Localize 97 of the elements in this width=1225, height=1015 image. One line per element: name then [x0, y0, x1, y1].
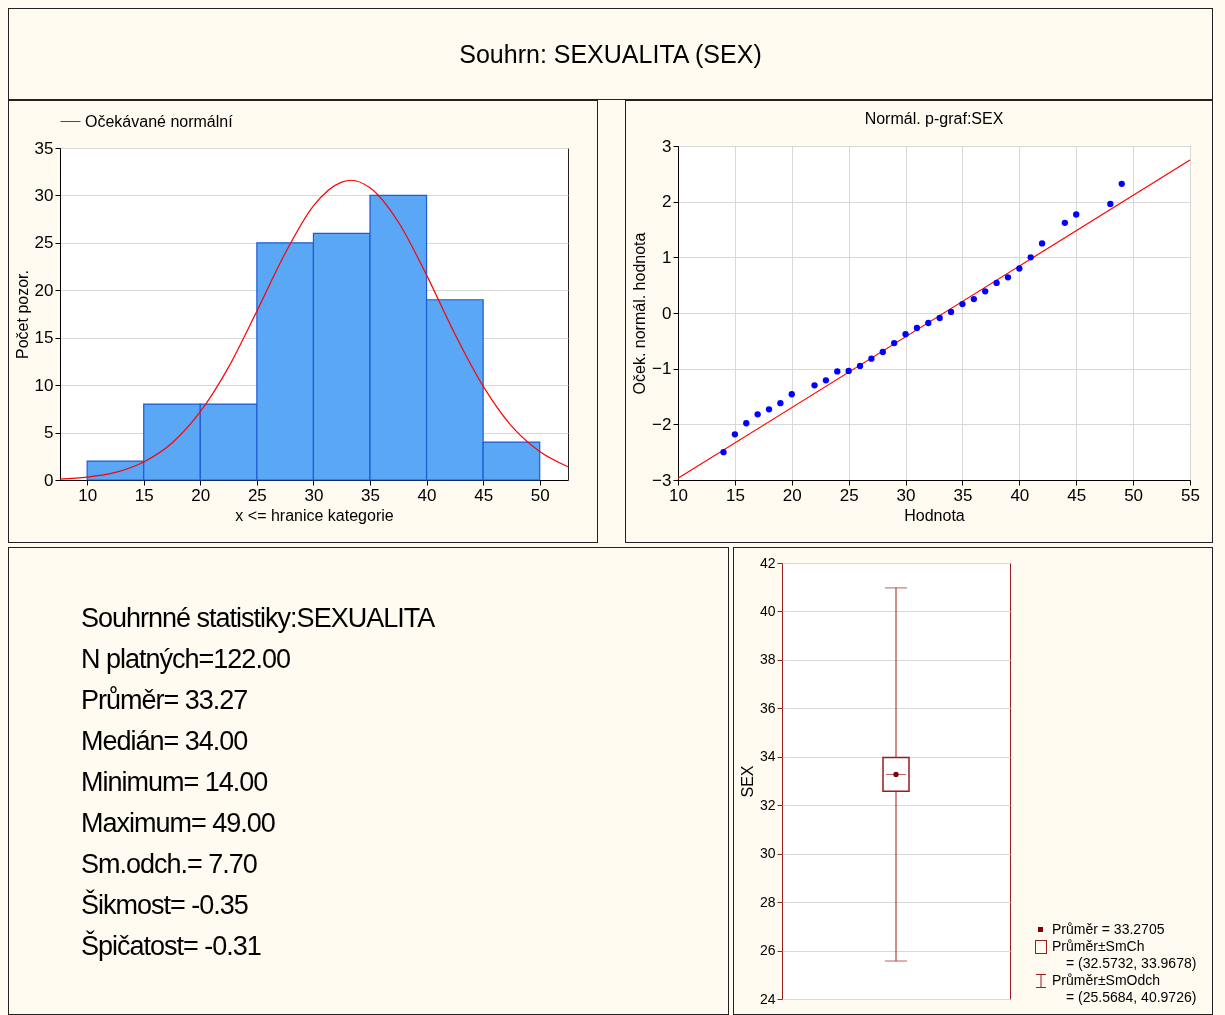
- y-tick-label: 42: [759, 554, 776, 571]
- text: Souhrnné statistiky:SEXUALITA: [81, 602, 436, 635]
- chart-title: Souhrn: SEXUALITA (SEX): [8, 8, 1213, 100]
- text: Průměr = 33.2705: [1052, 921, 1165, 938]
- point: [720, 449, 727, 456]
- point: [936, 314, 943, 322]
- point: [868, 355, 875, 362]
- text: Průměr±SmCh: [1052, 938, 1145, 955]
- x-tick-label: 10: [78, 485, 98, 505]
- y-axis-title: Oček. normál. hodnota: [631, 232, 649, 395]
- point: [925, 319, 932, 327]
- x-tick-label: 35: [361, 485, 380, 505]
- point: [811, 382, 818, 389]
- y-tick-label: 34: [759, 748, 776, 765]
- x-tick-label: 50: [530, 485, 550, 505]
- point: [856, 362, 864, 370]
- x-tick-label: 25: [247, 485, 267, 505]
- point: [1073, 211, 1080, 218]
- y-tick-label: 28: [759, 893, 776, 910]
- point: [993, 279, 1000, 287]
- x-tick-label: 15: [725, 485, 745, 505]
- point: [891, 339, 898, 347]
- x-axis-title: Hodnota: [904, 506, 965, 524]
- point: [1061, 219, 1069, 226]
- x-tick-label: 25: [839, 485, 859, 505]
- point: [754, 411, 761, 418]
- point: [1107, 200, 1114, 208]
- x-tick-label: 45: [1067, 485, 1087, 505]
- x-tick-label: 50: [1124, 485, 1144, 505]
- text: N platných=122.00: [81, 643, 291, 676]
- x-tick-label: 35: [953, 485, 973, 505]
- x-tick-label: 15: [134, 485, 154, 505]
- y-tick-label: 0: [44, 470, 54, 490]
- point: [1038, 240, 1046, 247]
- text: Průměr±SmOdch: [1052, 972, 1161, 989]
- chart-title: Normál. p-graf:SEX: [864, 110, 1004, 127]
- y-tick-label: −2: [652, 414, 672, 434]
- point: [822, 377, 830, 384]
- point: [788, 391, 795, 398]
- x-tick-label: 20: [191, 485, 211, 505]
- point: [731, 431, 739, 438]
- point: [834, 368, 841, 375]
- text: Minimum= 14.00: [81, 766, 269, 799]
- y-tick-label: 20: [34, 280, 54, 300]
- y-tick-label: 2: [662, 192, 672, 212]
- x-tick-label: 40: [417, 485, 437, 505]
- text: Špičatost= -0.31: [81, 929, 262, 963]
- text: Průměr= 33.27: [81, 684, 249, 717]
- point: [970, 295, 977, 303]
- y-tick-label: 32: [759, 796, 776, 813]
- y-tick-label: 40: [759, 602, 776, 619]
- text: = (32.5732, 33.9678): [1066, 955, 1197, 972]
- text: Sm.odch.= 7.70: [81, 848, 258, 881]
- x-tick-label: 30: [304, 485, 324, 505]
- point: [959, 300, 966, 308]
- y-tick-label: 26: [759, 942, 776, 959]
- y-tick-label: 10: [34, 375, 54, 395]
- x-tick-label: 30: [896, 485, 916, 505]
- point: [1004, 274, 1012, 281]
- x-tick-label: 45: [474, 485, 494, 505]
- point: [879, 348, 886, 356]
- point: [1118, 180, 1125, 188]
- x-tick-label: 20: [782, 485, 802, 505]
- point: [765, 406, 773, 413]
- y-tick-label: 0: [662, 303, 672, 323]
- x-axis-title: x <= hranice kategorie: [235, 506, 394, 524]
- y-tick-label: 1: [662, 247, 672, 267]
- point: [913, 324, 921, 332]
- y-tick-label: 15: [34, 328, 54, 348]
- point: [902, 331, 909, 338]
- x-tick-label: 40: [1010, 485, 1030, 505]
- y-tick-label: 5: [44, 423, 54, 443]
- point: [982, 288, 989, 295]
- y-tick-label: −1: [652, 359, 672, 379]
- point: [743, 420, 750, 427]
- y-tick-label: 24: [759, 990, 776, 1007]
- y-tick-label: 30: [34, 185, 54, 205]
- y-tick-label: 35: [34, 138, 54, 158]
- text: = (25.5684, 40.9726): [1066, 989, 1197, 1006]
- point: [777, 400, 784, 407]
- y-tick-label: 38: [759, 651, 776, 668]
- y-tick-label: 30: [759, 845, 776, 862]
- point: [1027, 254, 1034, 261]
- point: [1016, 265, 1023, 272]
- y-tick-label: 3: [662, 136, 672, 156]
- y-tick-label: 25: [34, 233, 54, 253]
- y-axis-title: Počet pozor.: [13, 270, 31, 359]
- x-tick-label: 55: [1181, 485, 1200, 505]
- point: [845, 367, 852, 375]
- point: [947, 308, 955, 316]
- text: Maximum= 49.00: [81, 807, 276, 840]
- text: Medián= 34.00: [81, 725, 249, 758]
- y-tick-label: −3: [652, 470, 672, 490]
- legend-label: Očekávané normální: [85, 112, 234, 130]
- text: Šikmost= -0.35: [81, 888, 249, 922]
- y-axis-title: SEX: [738, 765, 756, 798]
- y-tick-label: 36: [759, 699, 776, 716]
